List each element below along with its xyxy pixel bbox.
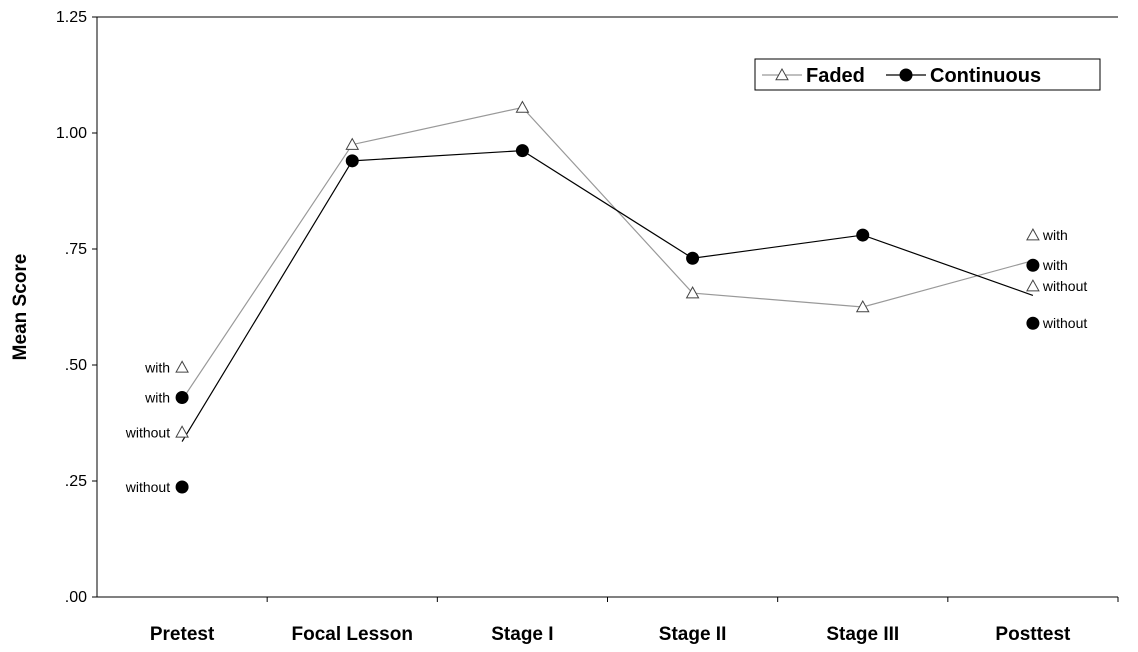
x-category-label: Posttest	[995, 624, 1071, 645]
data-point-continuous	[686, 251, 700, 265]
y-tick-label: 1.25	[56, 9, 87, 26]
x-category-label: Stage II	[659, 624, 727, 645]
legend-box	[754, 58, 1101, 91]
y-tick-label: .50	[65, 357, 87, 374]
y-tick-label: .25	[65, 473, 87, 490]
annotated-point-faded	[1026, 279, 1040, 292]
y-ticks: .00 .25 .50 .75 1.00 1.25	[56, 9, 97, 606]
annotation-label: without	[1042, 278, 1087, 294]
annotation-label: with	[144, 389, 170, 405]
annotated-point-faded	[1026, 228, 1040, 241]
x-category-label: Focal Lesson	[292, 624, 413, 645]
series-line-faded	[181, 106, 1034, 401]
annotated-point-faded	[175, 360, 189, 373]
annotation-label: without	[1042, 315, 1087, 331]
legend-label-continuous: Continuous	[930, 65, 1041, 87]
axes	[96, 16, 1118, 598]
series-markers	[345, 100, 870, 313]
data-point-continuous	[515, 144, 529, 158]
series-line-continuous	[181, 150, 1034, 442]
legend: Faded Continuous	[754, 58, 1101, 91]
annotation-label: without	[125, 479, 170, 495]
data-point-faded	[345, 137, 360, 150]
annotated-point-continuous	[175, 390, 189, 404]
annotated-point-continuous	[1026, 258, 1040, 272]
legend-marker-continuous	[899, 68, 913, 82]
annotation-label: with	[1042, 257, 1068, 273]
data-point-continuous	[345, 154, 359, 168]
series-lines	[181, 106, 1034, 442]
annotated-point-faded	[175, 425, 189, 438]
data-point-continuous	[856, 228, 870, 242]
y-tick-label: .75	[65, 241, 87, 258]
x-category-label: Stage I	[491, 624, 553, 645]
data-point-faded	[855, 299, 870, 313]
x-category-label: Stage III	[826, 624, 899, 645]
annotated-point-continuous	[1026, 316, 1040, 330]
legend-marker-faded	[775, 67, 789, 81]
annotated-point-continuous	[175, 480, 189, 494]
legend-label-faded: Faded	[806, 65, 865, 87]
x-categories: Pretest Focal Lesson Stage I Stage II Stage …	[150, 597, 1119, 645]
annotation-label: without	[125, 424, 170, 440]
annotation-label: with	[1042, 227, 1068, 243]
y-tick-label: 1.00	[56, 125, 87, 142]
annotation-label: with	[144, 359, 170, 375]
data-point-faded	[685, 286, 700, 299]
data-point-faded	[515, 100, 530, 113]
annotations: with without with without with without with wit…	[125, 227, 1088, 495]
y-axis-label: Mean Score	[10, 254, 31, 361]
x-category-label: Pretest	[150, 624, 215, 645]
y-tick-label: .00	[65, 589, 87, 606]
